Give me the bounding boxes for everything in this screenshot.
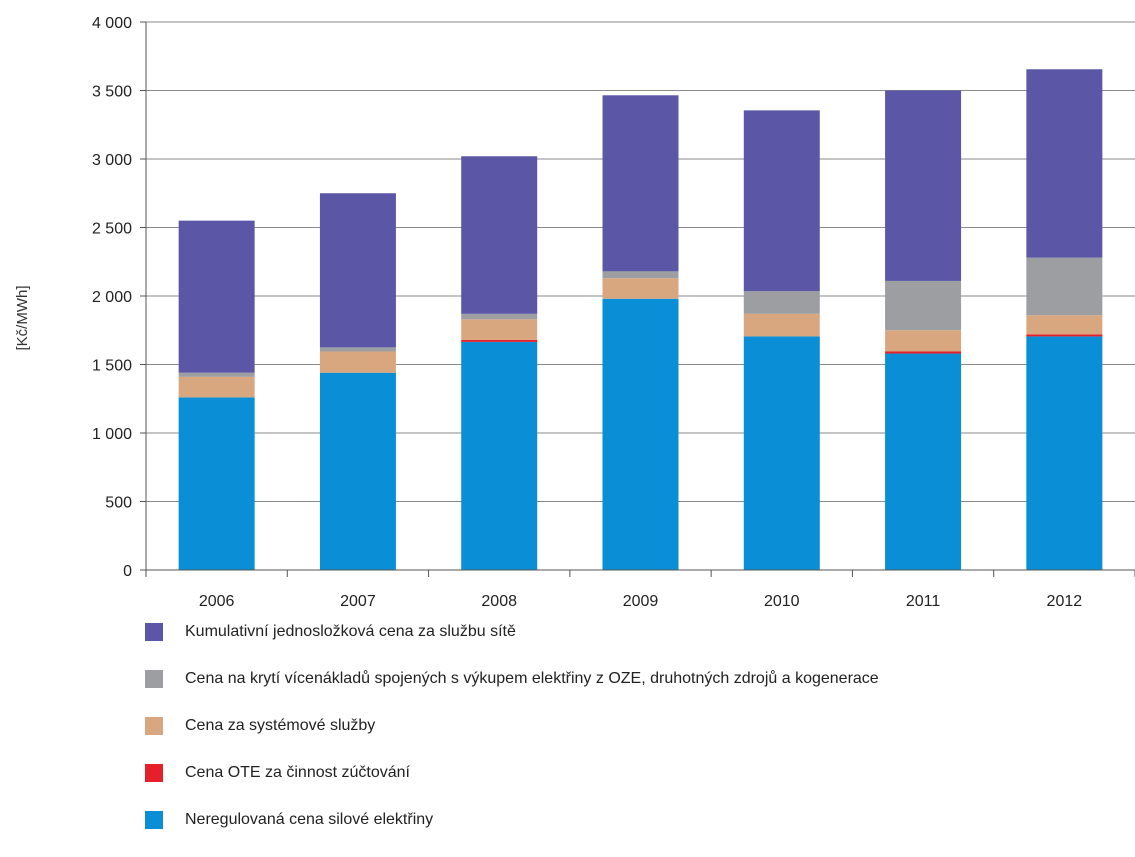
legend-item-electricity-price: Neregulovaná cena silové elektřiny xyxy=(145,810,1105,830)
bar-segment xyxy=(743,110,820,292)
axes xyxy=(145,22,1135,576)
x-tick-label: 2012 xyxy=(1047,593,1083,610)
bar-segment xyxy=(743,313,820,337)
bar-segment xyxy=(602,278,679,299)
y-tick-label: 1 500 xyxy=(92,358,132,375)
legend-label: Cena na krytí vícenákladů spojených s vý… xyxy=(185,670,879,687)
bar-segment xyxy=(885,353,962,570)
bar-segment xyxy=(1026,336,1103,570)
bar-segment xyxy=(178,397,255,570)
legend-swatch xyxy=(145,717,163,735)
legend-swatch xyxy=(145,623,163,641)
x-tick-label: 2008 xyxy=(481,593,517,610)
legend-label: Kumulativní jednosložková cena za službu… xyxy=(185,623,516,640)
bar-segment xyxy=(461,319,538,340)
legend: Kumulativní jednosložková cena za službu… xyxy=(145,622,1105,857)
legend-item-network-price: Kumulativní jednosložková cena za službu… xyxy=(145,622,1105,642)
legend-swatch xyxy=(145,764,163,782)
legend-label: Neregulovaná cena silové elektřiny xyxy=(185,811,434,828)
bar-segment xyxy=(461,341,538,570)
bar-segment xyxy=(885,330,962,352)
bar-segment xyxy=(178,372,255,377)
y-tick-labels: 0 500 1 000 1 500 2 000 2 500 3 000 3 500 4 000 xyxy=(92,15,146,580)
bar-segment xyxy=(1026,257,1103,316)
bar-segment xyxy=(885,351,962,354)
bar-segment xyxy=(885,280,962,331)
y-tick-label: 3 000 xyxy=(92,152,132,169)
legend-item-ote-price: Cena OTE za činnost zúčtování xyxy=(145,763,1105,783)
y-tick-label: 0 xyxy=(123,563,132,580)
y-axis-label: [Kč/MWh] xyxy=(14,285,31,350)
bar-segment xyxy=(178,376,255,398)
bar-segment xyxy=(743,291,820,314)
bar-segment xyxy=(1026,315,1103,335)
bar-segment xyxy=(461,156,538,314)
bar-segment xyxy=(1026,334,1103,337)
legend-swatch xyxy=(145,670,163,688)
bar-segment xyxy=(319,351,396,373)
bars xyxy=(178,69,1103,570)
y-tick-label: 3 500 xyxy=(92,84,132,101)
bar-segment xyxy=(602,95,679,272)
y-tick-label: 2 500 xyxy=(92,221,132,238)
bar-segment xyxy=(319,372,396,570)
x-tick-label: 2006 xyxy=(199,593,235,610)
bar-segment xyxy=(319,193,396,348)
y-tick-label: 2 000 xyxy=(92,289,132,306)
bar-segment xyxy=(1026,69,1103,258)
x-tick-label: 2011 xyxy=(906,593,941,610)
bar-segment xyxy=(461,339,538,342)
bar-segment xyxy=(885,90,962,281)
bar-segment xyxy=(602,271,679,279)
y-tick-label: 500 xyxy=(105,495,132,512)
x-tick-label: 2009 xyxy=(623,593,659,610)
legend-label: Cena za systémové služby xyxy=(185,717,376,734)
legend-label: Cena OTE za činnost zúčtování xyxy=(185,764,410,781)
legend-swatch xyxy=(145,811,163,829)
bar-segment xyxy=(319,347,396,352)
x-tick-labels: 2006 2007 2008 2009 2010 2011 2012 xyxy=(145,570,1135,610)
x-tick-label: 2007 xyxy=(340,593,376,610)
legend-item-system-services: Cena za systémové služby xyxy=(145,716,1105,736)
bar-segment xyxy=(461,313,538,320)
x-tick-label: 2010 xyxy=(764,593,800,610)
y-tick-label: 4 000 xyxy=(92,15,132,32)
legend-item-renewables-price: Cena na krytí vícenákladů spojených s vý… xyxy=(145,669,1105,689)
bar-segment xyxy=(178,220,255,373)
bar-segment xyxy=(602,298,679,570)
bar-segment xyxy=(743,336,820,570)
y-tick-label: 1 000 xyxy=(92,426,132,443)
